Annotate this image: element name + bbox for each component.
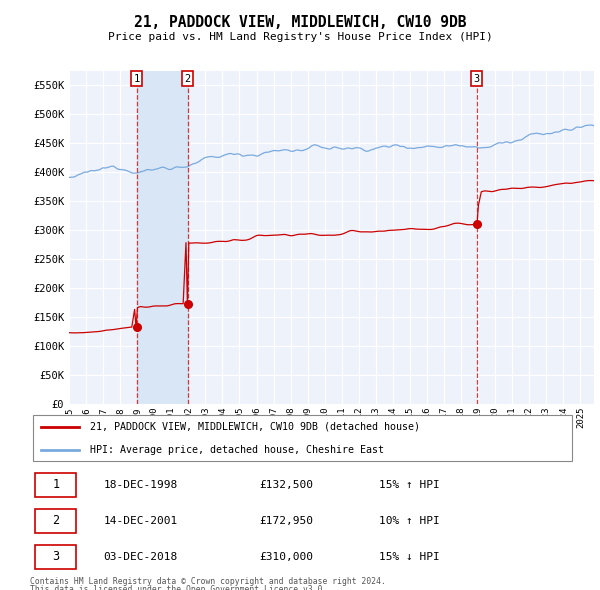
Text: This data is licensed under the Open Government Licence v3.0.: This data is licensed under the Open Gov…: [30, 585, 328, 590]
Text: 1: 1: [133, 74, 140, 84]
Text: Price paid vs. HM Land Registry's House Price Index (HPI): Price paid vs. HM Land Registry's House …: [107, 32, 493, 42]
Text: £172,950: £172,950: [259, 516, 313, 526]
Text: 15% ↑ HPI: 15% ↑ HPI: [379, 480, 440, 490]
Text: 14-DEC-2001: 14-DEC-2001: [104, 516, 178, 526]
Text: 2: 2: [185, 74, 191, 84]
FancyBboxPatch shape: [35, 509, 76, 533]
Bar: [137, 71, 188, 404]
Text: HPI: Average price, detached house, Cheshire East: HPI: Average price, detached house, Ches…: [90, 445, 384, 455]
Text: 18-DEC-1998: 18-DEC-1998: [104, 480, 178, 490]
Text: £310,000: £310,000: [259, 552, 313, 562]
Text: Contains HM Land Registry data © Crown copyright and database right 2024.: Contains HM Land Registry data © Crown c…: [30, 577, 386, 586]
Text: £132,500: £132,500: [259, 480, 313, 490]
Text: 21, PADDOCK VIEW, MIDDLEWICH, CW10 9DB (detached house): 21, PADDOCK VIEW, MIDDLEWICH, CW10 9DB (…: [90, 421, 420, 431]
FancyBboxPatch shape: [33, 415, 572, 461]
Text: 3: 3: [473, 74, 480, 84]
Text: 03-DEC-2018: 03-DEC-2018: [104, 552, 178, 562]
FancyBboxPatch shape: [35, 545, 76, 569]
Text: 10% ↑ HPI: 10% ↑ HPI: [379, 516, 440, 526]
Text: 21, PADDOCK VIEW, MIDDLEWICH, CW10 9DB: 21, PADDOCK VIEW, MIDDLEWICH, CW10 9DB: [134, 15, 466, 30]
Text: 15% ↓ HPI: 15% ↓ HPI: [379, 552, 440, 562]
Text: 3: 3: [52, 550, 59, 563]
Text: 2: 2: [52, 514, 59, 527]
Text: 1: 1: [52, 478, 59, 491]
FancyBboxPatch shape: [35, 473, 76, 497]
